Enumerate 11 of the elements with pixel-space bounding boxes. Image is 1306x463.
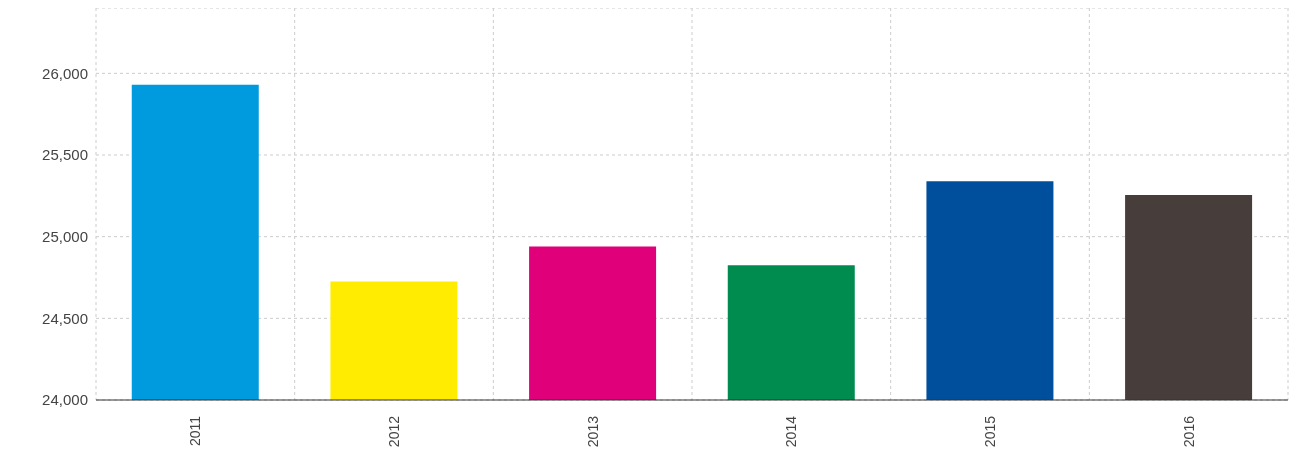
x-tick-label: 2015 bbox=[982, 415, 998, 448]
y-tick-label: 25,000 bbox=[42, 227, 88, 245]
y-tick-label: 24,500 bbox=[42, 309, 88, 327]
y-tick-label: 24,000 bbox=[42, 391, 88, 409]
x-tick-label: 2011 bbox=[187, 415, 204, 447]
x-tick-label: 2014 bbox=[783, 415, 800, 448]
y-tick-label: 25,500 bbox=[42, 146, 88, 164]
y-tick-label: 26,000 bbox=[42, 64, 88, 82]
x-tick-label: 2012 bbox=[386, 415, 402, 448]
x-tick-label: 2013 bbox=[584, 415, 601, 448]
x-tick-label: 2016 bbox=[1180, 415, 1197, 448]
